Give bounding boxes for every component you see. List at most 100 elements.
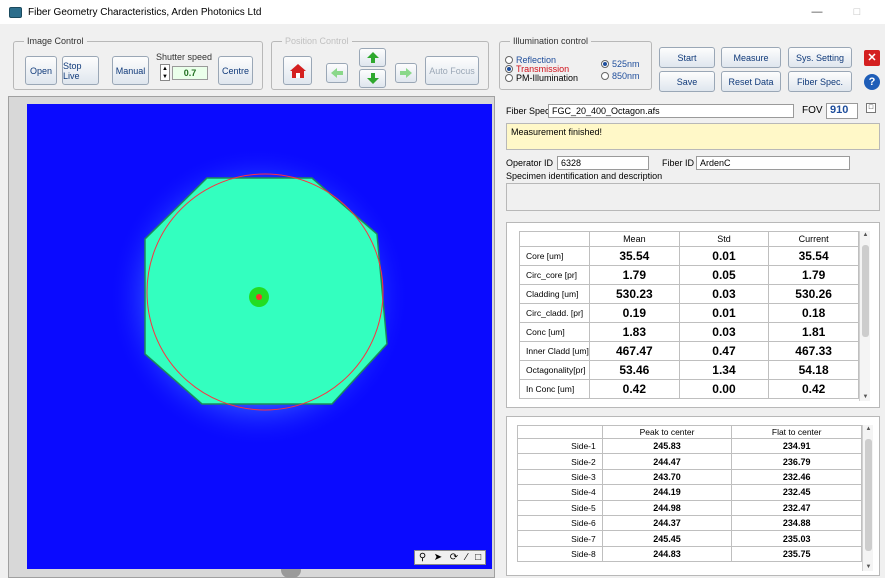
mean-cell: 53.46: [588, 360, 680, 380]
sides-row: Side-2 244.47 236.79: [517, 453, 862, 470]
mean-cell: 0.42: [588, 379, 680, 399]
operator-id-field[interactable]: 6328: [557, 156, 649, 170]
operator-id-label: Operator ID: [506, 158, 554, 168]
current-cell: 0.18: [768, 303, 859, 323]
arrow-up-icon: [366, 52, 379, 63]
row-label: Core [um]: [519, 246, 590, 266]
manual-button[interactable]: Manual: [112, 56, 149, 85]
side-label: Side-7: [517, 530, 603, 547]
results-row: Inner Cladd [um] 467.47 0.47 467.33: [519, 341, 859, 361]
results-header-row: Mean Std Current: [519, 231, 859, 247]
shutter-stepper[interactable]: ▲ ▼: [160, 64, 170, 81]
results-row: In Conc [um] 0.42 0.00 0.42: [519, 379, 859, 399]
flat-cell: 235.03: [731, 530, 862, 547]
std-cell: 0.47: [678, 341, 770, 361]
start-button[interactable]: Start: [659, 47, 715, 68]
scroll-up-icon[interactable]: ▲: [862, 232, 869, 238]
sides-row: Side-6 244.37 234.88: [517, 514, 862, 532]
sides-scrollbar[interactable]: ▲ ▼: [862, 425, 873, 571]
results-row: Core [um] 35.54 0.01 35.54: [519, 246, 859, 266]
shutter-speed-label: Shutter speed: [156, 52, 213, 62]
fiber-image-view[interactable]: ⚲ ➤ ⟳ ∕ □: [27, 104, 492, 569]
close-icon: ✕: [867, 52, 877, 64]
fiber-id-label: Fiber ID: [662, 158, 695, 168]
core-center-marker: [256, 294, 262, 300]
cladding-outline: [144, 177, 388, 405]
sys-setting-button[interactable]: Sys. Setting: [788, 47, 852, 68]
shutter-speed-input[interactable]: 0.7: [172, 66, 208, 80]
flat-cell: 234.91: [731, 437, 862, 455]
fov-field[interactable]: 910: [826, 103, 858, 119]
peak-cell: 244.47: [601, 453, 733, 470]
title-bar: Fiber Geometry Characteristics, Arden Ph…: [0, 0, 885, 24]
sides-row: Side-8 244.83 235.75: [517, 545, 862, 563]
move-left-button[interactable]: [326, 63, 348, 83]
850nm-radio[interactable]: 850nm: [601, 71, 640, 81]
image-control-group: Image Control: [13, 36, 263, 90]
home-icon: [289, 63, 306, 78]
std-cell: 0.03: [678, 322, 770, 342]
stop-live-button[interactable]: Stop Live: [62, 56, 99, 85]
results-header: Std: [678, 231, 770, 247]
row-label: Cladding [um]: [519, 284, 590, 304]
minimize-button[interactable]: —: [811, 6, 823, 18]
std-cell: 0.01: [678, 303, 770, 323]
measure-button[interactable]: Measure: [721, 47, 781, 68]
peak-cell: 244.37: [601, 514, 733, 532]
transmission-radio[interactable]: Transmission: [505, 64, 569, 74]
position-control-group: Position Control: [271, 36, 489, 90]
peak-cell: 245.45: [601, 530, 733, 547]
centre-button[interactable]: Centre: [218, 56, 253, 85]
help-button[interactable]: ?: [864, 74, 880, 90]
home-button[interactable]: [283, 56, 312, 85]
reflection-radio[interactable]: Reflection: [505, 55, 556, 65]
rotate-icon[interactable]: ⟳: [449, 552, 459, 563]
mean-cell: 1.83: [588, 322, 680, 342]
specimen-description-field[interactable]: [506, 183, 880, 211]
row-label: Inner Cladd [um]: [519, 341, 590, 361]
fiber-spec-button[interactable]: Fiber Spec.: [788, 71, 852, 92]
sides-header-row: Peak to center Flat to center: [517, 425, 862, 439]
results-scrollbar[interactable]: ▲ ▼: [859, 231, 870, 401]
move-right-button[interactable]: [395, 63, 417, 83]
illumination-group: Illumination control: [499, 36, 652, 90]
row-label: Circ_core [pr]: [519, 265, 590, 285]
std-cell: 0.05: [678, 265, 770, 285]
fiber-id-field[interactable]: ArdenC: [696, 156, 850, 170]
sides-row: Side-1 245.83 234.91: [517, 437, 862, 455]
current-cell: 35.54: [768, 246, 859, 266]
line-icon[interactable]: ∕: [465, 552, 468, 563]
fiber-spec-field[interactable]: FGC_20_400_Octagon.afs: [548, 104, 794, 118]
scroll-down-icon[interactable]: ▼: [865, 564, 872, 570]
pm-illumination-radio[interactable]: PM-Illumination: [505, 73, 578, 83]
pointer-icon[interactable]: ➤: [433, 552, 443, 563]
results-header: Current: [768, 231, 859, 247]
illumination-title: Illumination control: [510, 36, 592, 46]
peak-cell: 244.83: [601, 545, 733, 563]
results-row: Octagonality[pr] 53.46 1.34 54.18: [519, 360, 859, 380]
current-cell: 54.18: [768, 360, 859, 380]
current-cell: 530.26: [768, 284, 859, 304]
reset-data-button[interactable]: Reset Data: [721, 71, 781, 92]
mean-cell: 0.19: [588, 303, 680, 323]
image-slider-handle[interactable]: [281, 569, 301, 578]
zoom-icon[interactable]: ⚲: [418, 552, 427, 563]
scroll-up-icon[interactable]: ▲: [865, 426, 872, 432]
side-label: Side-3: [517, 468, 603, 486]
close-app-button[interactable]: ✕: [864, 50, 880, 66]
row-label: Circ_cladd. [pr]: [519, 303, 590, 323]
move-down-button[interactable]: [359, 69, 386, 88]
move-up-button[interactable]: [359, 48, 386, 67]
peak-cell: 243.70: [601, 468, 733, 486]
auto-focus-button[interactable]: Auto Focus: [425, 56, 479, 85]
scroll-down-icon[interactable]: ▼: [862, 394, 869, 400]
maximize-button[interactable]: □: [853, 6, 861, 18]
open-button[interactable]: Open: [25, 56, 57, 85]
help-icon: ?: [868, 76, 876, 88]
save-button[interactable]: Save: [659, 71, 715, 92]
fit-circle: [146, 173, 384, 411]
rectangle-icon[interactable]: □: [475, 552, 482, 563]
sides-row: Side-5 244.98 232.47: [517, 499, 862, 516]
525nm-radio[interactable]: 525nm: [601, 59, 640, 69]
fov-expand-button[interactable]: □: [866, 103, 876, 113]
